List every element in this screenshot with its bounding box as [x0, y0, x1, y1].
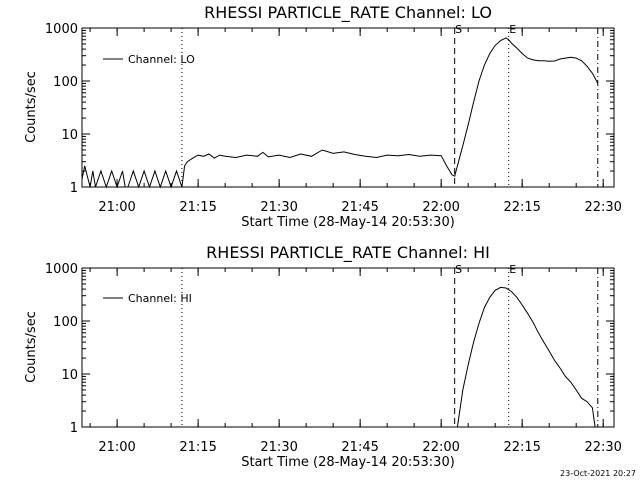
x-tick-label: 21:30	[260, 200, 297, 215]
marker-label: E	[509, 23, 516, 36]
chart-panel-hi: RHESSI PARTICLE_RATE Channel: HI Counts/…	[24, 243, 622, 470]
x-axis-label: Start Time (28-May-14 20:53:30)	[241, 455, 455, 470]
chart-panel-lo: RHESSI PARTICLE_RATE Channel: LO Counts/…	[24, 3, 622, 230]
marker-label: S	[455, 23, 462, 36]
x-tick-labels: 21:00 21:15 21:30 21:45 22:00 22:15 22:3…	[98, 200, 622, 215]
chart-title: RHESSI PARTICLE_RATE Channel: HI	[206, 243, 490, 263]
x-tick-label: 21:15	[179, 200, 216, 215]
y-tick-label: 100	[53, 75, 78, 90]
y-axis-label: Counts/sec	[24, 311, 39, 383]
series-line	[81, 37, 599, 189]
x-tick-label: 21:45	[341, 440, 378, 455]
y-tick-labels: 1 10 100 1000	[45, 262, 78, 436]
marker-label: S	[455, 263, 462, 276]
y-tick-label: 10	[61, 128, 78, 143]
legend: Channel: LO	[103, 53, 195, 66]
chart-title: RHESSI PARTICLE_RATE Channel: LO	[204, 3, 492, 23]
plot-frame	[81, 267, 615, 428]
y-tick-label: 1	[70, 181, 78, 196]
marker-labels: S E	[455, 263, 516, 276]
x-tick-label: 21:45	[341, 200, 378, 215]
x-tick-label: 22:00	[422, 200, 459, 215]
y-tick-label: 1	[70, 421, 78, 436]
y-tick-label: 1000	[45, 22, 78, 37]
marker-labels: S E	[455, 23, 516, 36]
y-tick-label: 1000	[45, 262, 78, 277]
x-tick-label: 21:30	[260, 440, 297, 455]
x-tick-label: 22:15	[503, 440, 540, 455]
timestamp: 23-Oct-2021 20:27	[560, 469, 636, 478]
legend-label: Channel: LO	[128, 53, 195, 66]
y-tick-label: 10	[61, 368, 78, 383]
series-line	[456, 286, 596, 428]
marker-label: E	[509, 263, 516, 276]
y-tick-labels: 1 10 100 1000	[45, 22, 78, 196]
x-tick-label: 21:00	[98, 200, 135, 215]
x-tick-label: 21:15	[179, 440, 216, 455]
x-tick-label: 21:00	[98, 440, 135, 455]
x-tick-label: 22:00	[422, 440, 459, 455]
x-tick-label: 22:30	[584, 440, 621, 455]
y-tick-label: 100	[53, 315, 78, 330]
legend: Channel: HI	[103, 292, 192, 305]
x-axis-label: Start Time (28-May-14 20:53:30)	[241, 215, 455, 230]
x-tick-label: 22:30	[584, 200, 621, 215]
plot-frame	[81, 27, 615, 188]
legend-label: Channel: HI	[128, 292, 192, 305]
x-tick-label: 22:15	[503, 200, 540, 215]
y-axis-label: Counts/sec	[24, 71, 39, 143]
x-tick-labels: 21:00 21:15 21:30 21:45 22:00 22:15 22:3…	[98, 440, 622, 455]
